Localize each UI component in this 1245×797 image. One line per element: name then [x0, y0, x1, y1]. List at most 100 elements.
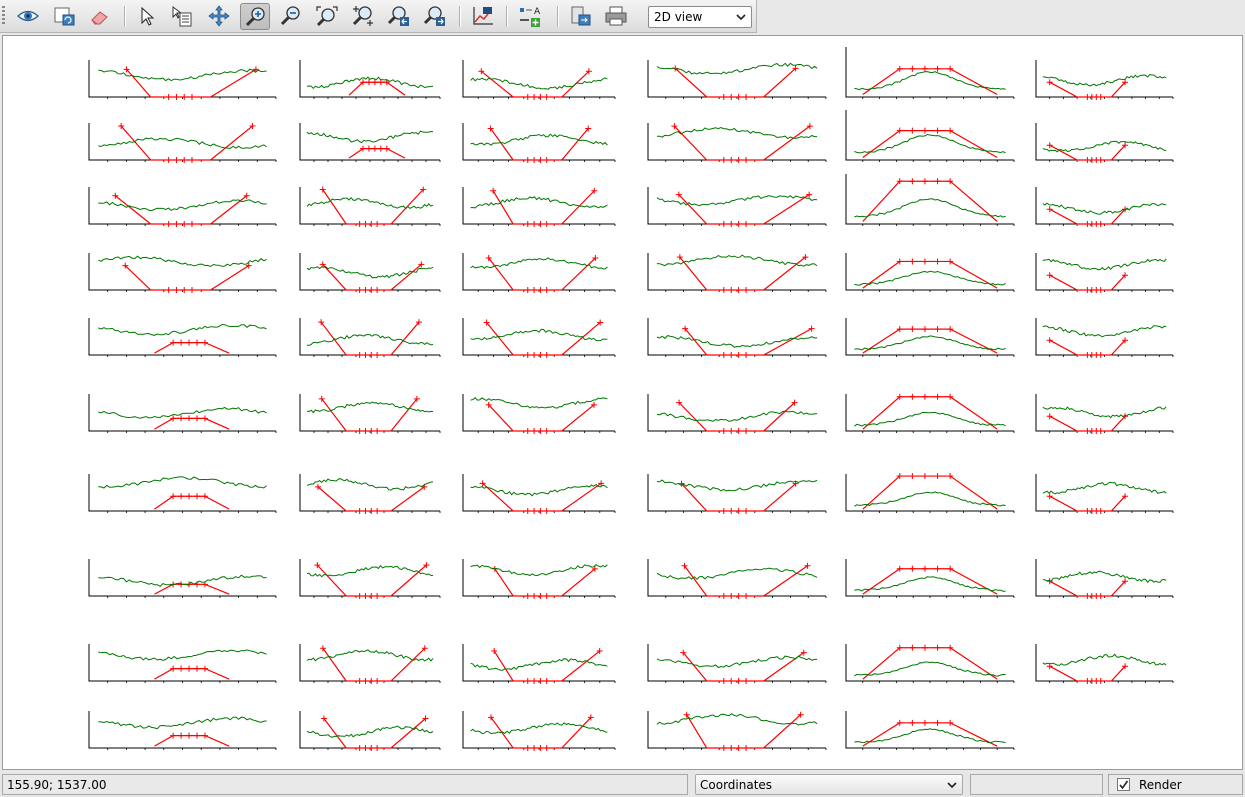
fitted-profile-marker [193, 339, 200, 346]
fitted-profile-marker [201, 493, 208, 500]
fitted-profile-line [488, 404, 595, 432]
fitted-profile-marker [728, 94, 735, 100]
fitted-profile-marker [934, 393, 941, 400]
plot-axes [88, 474, 276, 512]
fitted-profile-marker [1122, 578, 1129, 585]
plot-axes [845, 174, 1014, 225]
plot-settings-button[interactable] [468, 3, 498, 30]
fitted-profile-marker [909, 326, 916, 333]
plot-axes [1035, 123, 1173, 161]
refresh-button[interactable] [50, 3, 80, 30]
fitted-profile-line [494, 568, 596, 597]
zoom-fit-button[interactable] [312, 3, 342, 30]
plot-axes [1035, 394, 1173, 432]
axis-ticks [665, 596, 827, 598]
measured-profile-line [1042, 570, 1167, 583]
axis-ticks [1049, 355, 1174, 357]
fitted-profile-marker [909, 178, 916, 185]
plot-axes [462, 394, 615, 432]
info-select-button[interactable] [167, 3, 197, 30]
axis-ticks [1049, 596, 1174, 598]
measured-profile-line [306, 564, 434, 578]
zoom-in-button[interactable] [240, 3, 270, 30]
plot-axes [845, 644, 1014, 682]
axis-ticks [1049, 681, 1174, 683]
axis-ticks [313, 681, 441, 683]
print-button[interactable] [601, 3, 631, 30]
fitted-profile-marker [947, 644, 954, 651]
checkmark-icon [1119, 780, 1129, 790]
fitted-profile-marker [735, 508, 742, 514]
fitted-profile-marker [591, 187, 598, 194]
fitted-profile-marker [1046, 663, 1053, 670]
axis-ticks [1049, 431, 1174, 433]
fitted-profile-marker [934, 178, 941, 185]
fitted-profile-marker [531, 593, 538, 599]
select-button[interactable] [132, 3, 162, 30]
profile-plot-grid [88, 47, 1174, 751]
fitted-profile-marker [543, 428, 550, 434]
fitted-profile-marker [531, 678, 538, 684]
export-button[interactable] [565, 3, 595, 30]
fitted-profile-marker [374, 508, 381, 514]
axis-ticks [862, 511, 1015, 513]
fitted-profile-marker [909, 393, 916, 400]
fitted-profile-line [493, 650, 601, 682]
fitted-profile-marker [201, 732, 208, 739]
toolbar-grip[interactable] [2, 6, 5, 26]
fitted-profile-line [862, 180, 998, 222]
zoom-next-icon [423, 6, 445, 26]
status-mode-select[interactable]: Coordinates [695, 774, 963, 795]
plot-axes [845, 711, 1014, 749]
view-mode-select[interactable]: 2D view [648, 6, 752, 28]
fitted-profile-marker [178, 665, 185, 672]
plot-axes [462, 644, 615, 682]
fitted-profile-marker [921, 393, 928, 400]
zoom-selection-button[interactable] [348, 3, 378, 30]
legend-button[interactable]: A [515, 3, 545, 30]
fitted-profile-marker [934, 127, 941, 134]
zoom-next-button[interactable] [420, 3, 450, 30]
view-button[interactable] [13, 3, 43, 30]
fitted-profile-marker [374, 221, 381, 227]
fitted-profile-marker [896, 565, 903, 572]
fitted-profile-line [114, 195, 248, 225]
zoom-previous-button[interactable] [384, 3, 414, 30]
fitted-profile-marker [531, 745, 538, 751]
eraser-button[interactable] [85, 3, 115, 30]
render-toggle[interactable]: Render [1108, 774, 1243, 795]
pan-button[interactable] [204, 3, 234, 30]
fitted-profile-marker [193, 732, 200, 739]
measured-profile-line [854, 270, 1006, 286]
plot-axes [845, 394, 1014, 432]
measured-profile-line [470, 722, 608, 735]
fitted-profile-marker [934, 565, 941, 572]
fitted-profile-marker [543, 352, 550, 358]
fitted-profile-marker [728, 352, 735, 358]
fitted-profile-marker [720, 352, 727, 358]
fitted-profile-marker [728, 678, 735, 684]
fitted-profile-marker [356, 221, 363, 227]
fitted-profile-marker [362, 352, 369, 358]
fitted-profile-marker [735, 221, 742, 227]
fitted-profile-marker [415, 319, 422, 326]
fitted-profile-marker [921, 127, 928, 134]
plot-canvas[interactable] [2, 35, 1243, 770]
fitted-profile-marker [743, 221, 750, 227]
fitted-profile-marker [193, 493, 200, 500]
status-empty-field [970, 774, 1103, 795]
fitted-profile-marker [896, 258, 903, 265]
zoom-out-icon [280, 6, 300, 26]
render-checkbox[interactable] [1117, 778, 1130, 791]
fitted-profile-marker [362, 593, 369, 599]
zoom-out-button[interactable] [276, 3, 306, 30]
plot-axes [845, 110, 1014, 161]
fitted-profile-marker [319, 261, 326, 268]
coordinates-value: 155.90; 1537.00 [7, 778, 107, 792]
fitted-profile-marker [531, 352, 538, 358]
fitted-profile-marker [743, 352, 750, 358]
axis-ticks [862, 224, 1015, 226]
fitted-profile-marker [728, 508, 735, 514]
plot-axes [462, 711, 615, 749]
fitted-profile-line [322, 647, 426, 682]
